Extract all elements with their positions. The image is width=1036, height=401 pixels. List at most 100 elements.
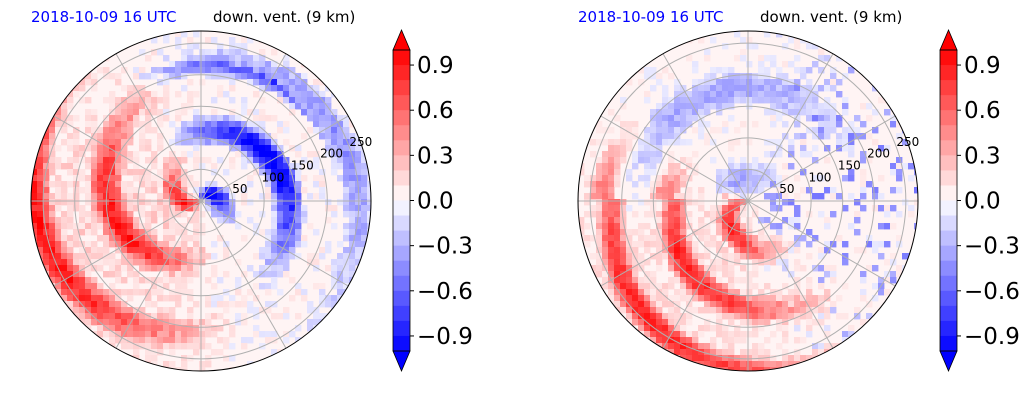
field-cell — [740, 277, 747, 284]
field-cell — [632, 289, 639, 296]
field-cell — [73, 289, 80, 296]
field-cell — [740, 37, 747, 44]
field-cell — [620, 271, 627, 278]
field-cell — [794, 109, 801, 116]
field-cell — [109, 319, 116, 326]
field-cell — [301, 187, 308, 194]
field-cell — [259, 307, 266, 314]
field-cell — [139, 277, 146, 284]
field-cell — [205, 343, 212, 350]
field-cell — [626, 139, 633, 146]
field-cell — [608, 295, 615, 302]
field-cell — [908, 211, 915, 218]
field-cell — [620, 97, 627, 104]
field-cell — [830, 301, 837, 308]
field-cell — [758, 163, 765, 170]
field-cell — [824, 343, 831, 350]
field-cell — [776, 307, 783, 314]
field-cell — [283, 61, 290, 68]
field-cell — [67, 247, 74, 254]
field-cell — [722, 187, 729, 194]
field-cell — [331, 211, 338, 218]
field-cell — [97, 139, 104, 146]
field-cell — [806, 241, 813, 248]
field-cell — [824, 289, 831, 296]
field-cell — [716, 313, 723, 320]
field-cell — [698, 37, 705, 44]
field-cell — [295, 223, 302, 230]
field-cell — [55, 223, 62, 230]
field-cell — [698, 193, 705, 200]
field-cell — [614, 247, 621, 254]
field-cell — [241, 73, 248, 80]
field-cell — [97, 163, 104, 170]
field-cell — [860, 181, 867, 188]
field-cell — [620, 277, 627, 284]
field-cell — [133, 307, 140, 314]
field-cell — [704, 73, 711, 80]
field-cell — [169, 289, 176, 296]
field-cell — [157, 295, 164, 302]
field-cell — [361, 235, 368, 242]
field-cell — [151, 205, 158, 212]
field-cell — [866, 313, 873, 320]
field-cell — [764, 235, 771, 242]
field-cell — [349, 145, 356, 152]
field-cell — [355, 235, 362, 242]
field-cell — [710, 343, 717, 350]
field-cell — [884, 145, 891, 152]
field-cell — [650, 229, 657, 236]
field-cell — [271, 193, 278, 200]
field-cell — [79, 307, 86, 314]
field-cell — [229, 67, 236, 74]
field-cell — [788, 271, 795, 278]
field-cell — [758, 307, 765, 314]
field-cell — [205, 133, 212, 140]
field-cell — [211, 139, 218, 146]
field-cell — [824, 355, 831, 362]
field-cell — [175, 331, 182, 338]
field-cell — [620, 139, 627, 146]
field-cell — [704, 325, 711, 332]
field-cell — [656, 283, 663, 290]
field-cell — [37, 211, 44, 218]
field-cell — [602, 253, 609, 260]
field-cell — [343, 115, 350, 122]
field-cell — [193, 193, 200, 200]
field-cell — [247, 139, 254, 146]
field-cell — [91, 127, 98, 134]
field-cell — [331, 133, 338, 140]
field-cell — [67, 313, 74, 320]
colorbar-segment — [393, 230, 410, 247]
field-cell — [818, 133, 825, 140]
field-cell — [151, 235, 158, 242]
field-cell — [307, 193, 314, 200]
field-cell — [626, 127, 633, 134]
field-cell — [650, 301, 657, 308]
field-cell — [776, 73, 783, 80]
field-cell — [656, 307, 663, 314]
field-cell — [67, 199, 74, 206]
field-cell — [211, 349, 218, 356]
field-cell — [722, 289, 729, 296]
field-cell — [277, 235, 284, 242]
field-cell — [37, 157, 44, 164]
field-cell — [325, 121, 332, 128]
field-cell — [596, 223, 603, 230]
field-cell — [608, 229, 615, 236]
field-cell — [211, 163, 218, 170]
field-cell — [614, 253, 621, 260]
field-cell — [49, 169, 56, 176]
field-cell — [878, 193, 885, 200]
field-cell — [145, 199, 152, 206]
colorbar-segment — [393, 140, 410, 156]
field-cell — [800, 67, 807, 74]
field-cell — [205, 127, 212, 134]
field-cell — [662, 85, 669, 92]
field-cell — [121, 145, 128, 152]
field-cell — [211, 97, 218, 104]
field-cell — [97, 205, 104, 212]
field-cell — [145, 97, 152, 104]
field-cell — [247, 301, 254, 308]
field-cell — [758, 313, 765, 320]
